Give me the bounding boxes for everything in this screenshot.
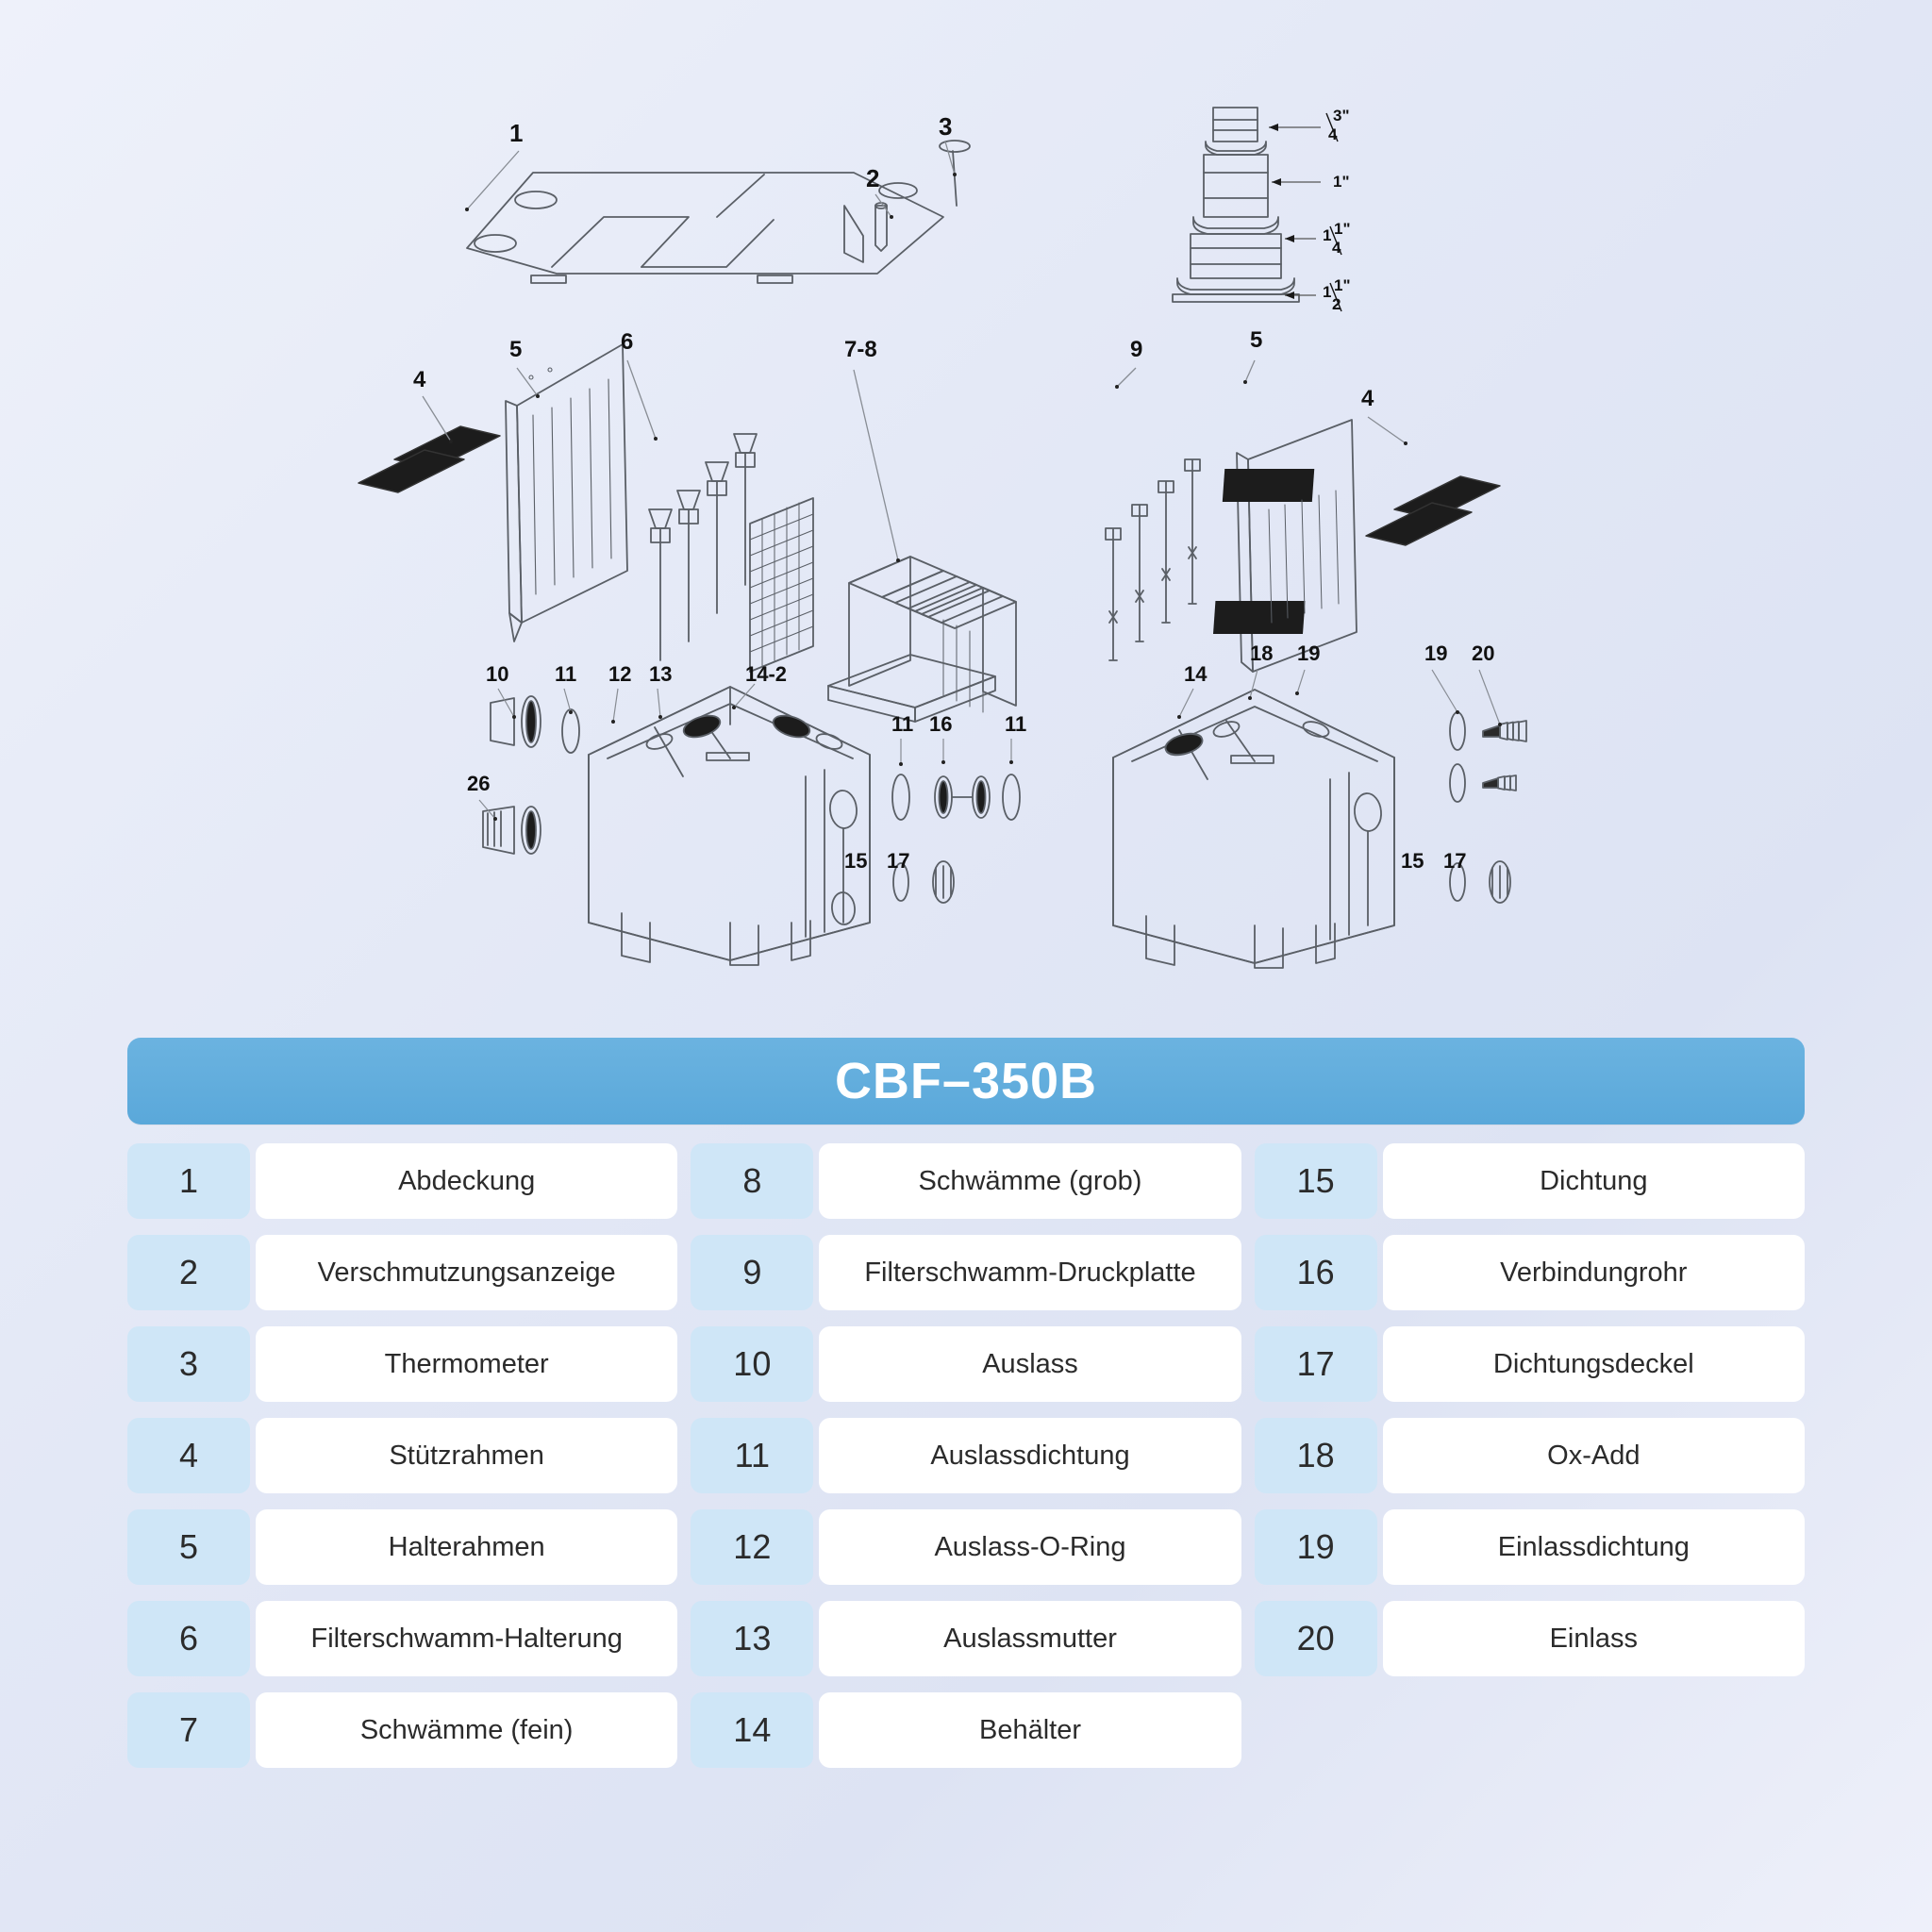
svg-text:12: 12 — [608, 662, 631, 686]
svg-text:14-2: 14-2 — [745, 662, 787, 686]
svg-text:2: 2 — [866, 164, 879, 192]
svg-text:17: 17 — [1443, 849, 1466, 873]
svg-text:11: 11 — [891, 712, 913, 736]
svg-text:19: 19 — [1424, 641, 1447, 665]
svg-text:18: 18 — [1250, 641, 1273, 665]
svg-text:15: 15 — [844, 849, 867, 873]
svg-text:3": 3" — [1333, 107, 1350, 125]
svg-text:20: 20 — [1472, 641, 1494, 665]
svg-text:10: 10 — [486, 662, 508, 686]
svg-text:16: 16 — [929, 712, 952, 736]
svg-text:4: 4 — [1361, 386, 1374, 411]
svg-text:5: 5 — [509, 337, 522, 362]
svg-text:15: 15 — [1401, 849, 1424, 873]
svg-text:4: 4 — [413, 367, 426, 392]
svg-text:17: 17 — [887, 849, 909, 873]
svg-text:1: 1 — [509, 119, 523, 147]
svg-text:9: 9 — [1130, 337, 1142, 362]
svg-text:5: 5 — [1250, 327, 1262, 353]
svg-text:1": 1" — [1333, 173, 1350, 191]
svg-text:6: 6 — [621, 329, 633, 355]
svg-text:3: 3 — [939, 112, 952, 141]
svg-text:7-8: 7-8 — [844, 337, 877, 362]
svg-text:1": 1" — [1334, 276, 1351, 294]
svg-text:11: 11 — [1005, 712, 1026, 736]
svg-text:11: 11 — [555, 662, 576, 686]
svg-text:26: 26 — [467, 772, 490, 795]
svg-text:13: 13 — [649, 662, 672, 686]
svg-text:14: 14 — [1184, 662, 1208, 686]
svg-text:1: 1 — [1323, 283, 1331, 301]
svg-text:1": 1" — [1334, 220, 1351, 238]
svg-text:19: 19 — [1297, 641, 1320, 665]
svg-text:1: 1 — [1323, 226, 1331, 244]
